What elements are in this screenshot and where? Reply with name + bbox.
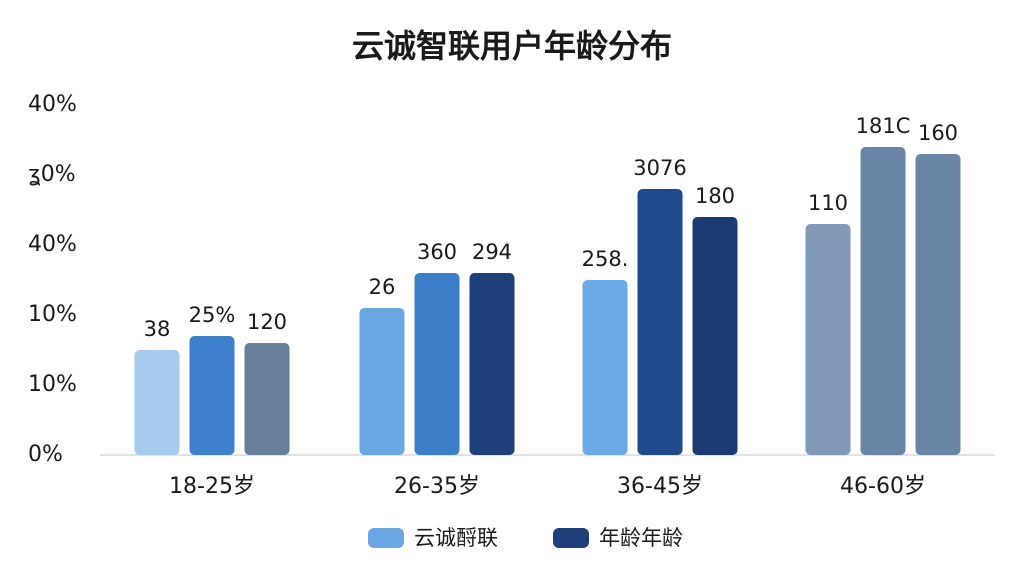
x-tick-label: 46-60岁 <box>840 474 926 499</box>
bar <box>244 343 290 455</box>
legend-swatch <box>553 528 589 548</box>
bar <box>692 217 738 455</box>
bar <box>860 147 906 455</box>
bar-label: 25% <box>189 303 236 327</box>
y-tick-label: 10% <box>28 372 77 397</box>
legend-swatch <box>368 528 404 548</box>
bar-label: 160 <box>918 121 958 145</box>
bar <box>469 273 515 455</box>
legend-label: 年龄年龄 <box>599 526 683 550</box>
bar <box>637 189 683 455</box>
bar <box>915 154 961 455</box>
y-tick-label: 10% <box>28 302 77 327</box>
bar-label: 3076 <box>633 156 686 180</box>
bar-label: 110 <box>808 191 848 215</box>
bar-label: 258. <box>582 247 629 271</box>
bar <box>134 350 180 455</box>
x-tick-label: 26-35岁 <box>394 474 480 499</box>
bar-label: 120 <box>247 310 287 334</box>
x-tick-label: 36-45岁 <box>617 474 703 499</box>
bar-label: 26 <box>369 275 396 299</box>
bar <box>414 273 460 455</box>
bar-label: 180 <box>695 184 735 208</box>
y-tick-label: 40% <box>28 232 77 257</box>
bar-label: 294 <box>472 240 512 264</box>
bar-label: 38 <box>144 317 171 341</box>
bar <box>582 280 628 455</box>
chart-title: 云诚智联用户年龄分布 <box>352 27 672 65</box>
bar <box>189 336 235 455</box>
bar-label: 181C <box>856 114 911 138</box>
bar-label: 360 <box>417 240 457 264</box>
x-tick-label: 18-25岁 <box>169 474 255 499</box>
bar <box>805 224 851 455</box>
y-tick-label: 0% <box>28 442 63 467</box>
bar <box>359 308 405 455</box>
y-tick-label: ʓ0% <box>28 162 76 187</box>
legend-label: 云诚酹联 <box>414 526 498 550</box>
y-tick-label: 40% <box>28 92 77 117</box>
